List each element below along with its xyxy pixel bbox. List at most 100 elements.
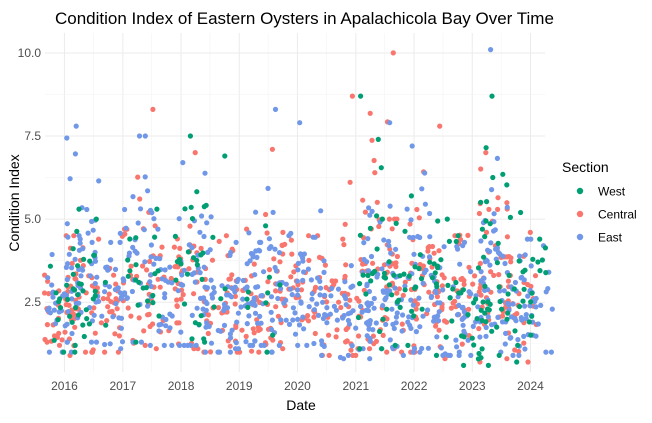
data-point — [92, 330, 98, 336]
data-point — [394, 290, 400, 296]
data-point — [359, 309, 365, 315]
data-point — [199, 276, 205, 282]
data-point — [406, 273, 412, 279]
data-point — [526, 319, 532, 325]
data-point — [176, 216, 182, 222]
data-point — [488, 47, 494, 53]
data-point — [436, 248, 442, 254]
data-point — [495, 240, 501, 246]
data-point — [98, 320, 104, 326]
data-point — [235, 310, 241, 316]
data-point — [163, 316, 169, 323]
data-point — [64, 321, 70, 327]
data-point — [94, 274, 100, 280]
data-point — [313, 284, 319, 290]
x-axis-ticks: 2016 2017 2018 2019 2020 2021 2022 2023 2024 — [51, 379, 544, 393]
data-point — [478, 355, 484, 361]
x-tick-label: 2024 — [517, 379, 544, 393]
data-point — [155, 268, 161, 274]
x-tick-label: 2022 — [401, 379, 428, 393]
data-point — [513, 318, 519, 324]
data-point — [501, 288, 507, 294]
data-point — [269, 146, 275, 152]
data-point — [104, 318, 110, 324]
data-point — [401, 271, 407, 277]
data-point — [528, 236, 534, 242]
data-point — [265, 290, 271, 296]
data-point — [69, 296, 75, 302]
data-point — [483, 319, 489, 325]
data-point — [177, 245, 183, 251]
data-point — [45, 275, 51, 281]
data-point — [389, 306, 395, 312]
data-point — [460, 304, 466, 310]
data-point — [370, 260, 376, 266]
data-point — [147, 342, 153, 348]
data-point — [266, 245, 272, 252]
data-point — [472, 273, 478, 279]
data-point — [142, 342, 148, 348]
data-point — [276, 342, 282, 348]
data-point — [251, 261, 257, 267]
data-point — [202, 349, 209, 355]
data-point — [181, 301, 188, 307]
data-point — [360, 197, 366, 203]
data-point — [227, 276, 233, 282]
data-point — [495, 206, 501, 212]
data-point — [239, 327, 245, 333]
data-point — [426, 254, 433, 260]
data-point — [44, 322, 51, 328]
data-point — [105, 304, 111, 310]
data-point — [537, 236, 543, 242]
data-point — [386, 238, 392, 244]
data-point — [157, 284, 163, 290]
data-point — [468, 291, 474, 297]
data-point — [380, 303, 386, 309]
data-point — [345, 311, 351, 317]
data-point — [491, 272, 497, 278]
data-point — [205, 312, 211, 318]
data-point — [414, 206, 420, 213]
data-point — [350, 352, 356, 358]
data-point — [173, 277, 179, 283]
data-point — [301, 326, 307, 332]
data-point — [527, 229, 533, 235]
data-point — [482, 234, 488, 240]
data-point — [192, 320, 198, 326]
data-point — [487, 301, 493, 307]
data-point — [176, 320, 182, 326]
data-point — [227, 252, 233, 258]
data-point — [452, 298, 458, 304]
data-point — [49, 282, 55, 288]
data-point — [343, 296, 349, 302]
data-point — [118, 325, 124, 331]
data-point — [194, 262, 200, 268]
data-point — [394, 310, 400, 316]
data-point — [386, 216, 392, 222]
data-point — [47, 263, 54, 269]
data-point — [361, 240, 367, 246]
data-point — [456, 349, 462, 355]
data-point — [100, 296, 106, 302]
data-point — [272, 264, 278, 271]
data-point — [113, 281, 119, 287]
data-point — [481, 275, 487, 281]
data-point — [145, 312, 151, 318]
data-point — [140, 263, 146, 269]
data-point — [222, 153, 228, 159]
data-point — [434, 294, 440, 300]
data-point — [482, 310, 488, 316]
data-point — [142, 133, 148, 139]
data-point — [250, 342, 256, 348]
data-point — [381, 270, 388, 276]
data-point — [203, 307, 209, 313]
data-point — [422, 201, 428, 207]
data-point — [289, 251, 295, 257]
data-point — [67, 313, 73, 319]
data-point — [335, 286, 342, 292]
data-point — [535, 259, 541, 265]
data-point — [412, 264, 418, 270]
data-point — [432, 314, 438, 320]
data-point — [77, 236, 83, 242]
data-point — [465, 337, 471, 343]
